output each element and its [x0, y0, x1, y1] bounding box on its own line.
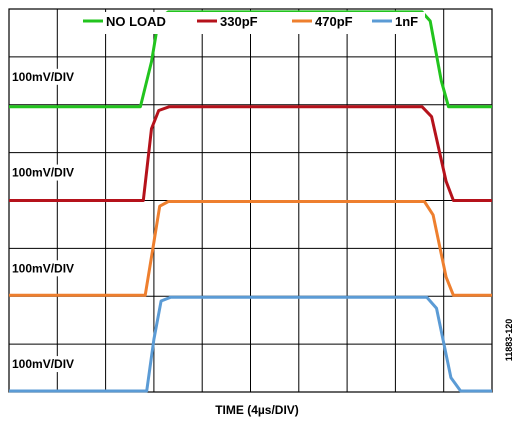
legend-label: 1nF: [395, 14, 418, 29]
trace-470pf: [9, 200, 492, 297]
channel-label-bg: [10, 68, 102, 85]
trace-330pf: [9, 105, 492, 202]
channel-label: 100mV/DIV: [12, 357, 74, 371]
trace-1nf: [9, 295, 492, 393]
figure-id: 11883-120: [504, 319, 514, 362]
chart-traces: [9, 10, 492, 393]
chart-legend: NO LOAD 330pF 470pF 1nF: [80, 12, 425, 34]
channel-label: 100mV/DIV: [12, 261, 74, 275]
channel-label-bg: [10, 164, 102, 181]
legend-label: 330pF: [220, 14, 258, 29]
channel-label-bg: [10, 356, 102, 373]
legend-label: 470pF: [315, 14, 353, 29]
legend-bg: [80, 12, 425, 34]
legend-label: NO LOAD: [106, 14, 166, 29]
channel-label: 100mV/DIV: [12, 70, 74, 84]
channel-label: 100mV/DIV: [12, 166, 74, 180]
channel-labels: 100mV/DIV 100mV/DIV 100mV/DIV 100mV/DIV: [10, 68, 102, 373]
x-axis-label: TIME (4µs/DIV): [215, 403, 299, 417]
trace-no-load: [9, 10, 492, 109]
channel-label-bg: [10, 260, 102, 277]
